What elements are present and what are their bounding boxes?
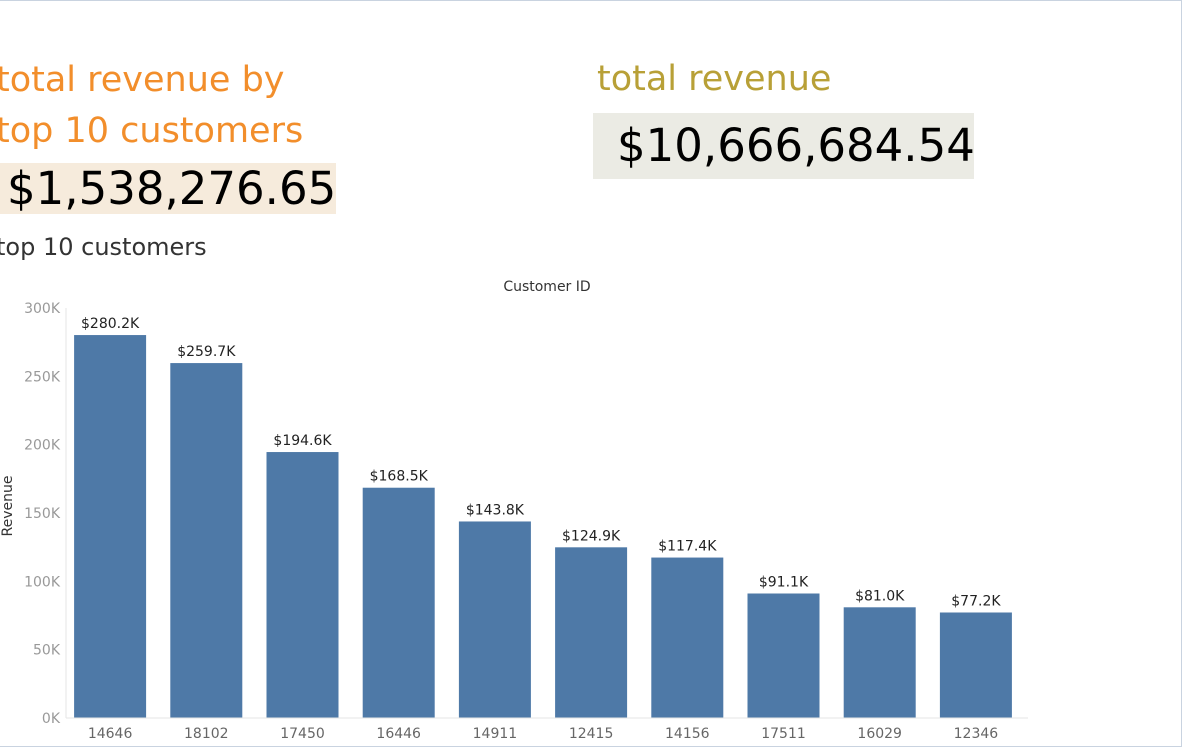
y-tick-label: 300K [24,301,61,317]
x-tick-label: 18102 [184,726,229,742]
bar-value-label: $168.5K [370,469,429,485]
bar-value-label: $77.2K [951,593,1001,609]
y-axis: 0K 50K 100K 150K 200K 250K 300K [24,301,67,727]
x-tick-label: 17511 [761,726,806,742]
y-tick-label: 50K [33,643,61,659]
bar-value-label: $143.8K [466,502,525,518]
bar [555,547,628,718]
total-revenue-value: $10,666,684.54 [593,113,974,179]
bars-group [74,335,1012,718]
x-axis: 14646 18102 17450 16446 14911 12415 14156 17511… [66,717,1028,742]
bar [939,612,1012,718]
x-tick-label: 12415 [569,726,614,742]
x-tick-label: 16446 [376,726,421,742]
bar [266,452,339,718]
x-axis-title: Customer ID [503,279,590,295]
x-tick-label: 14911 [473,726,518,742]
bar [651,557,724,718]
y-tick-label: 250K [24,369,61,385]
bar-value-label: $259.7K [177,344,236,360]
x-tick-label: 16029 [857,726,902,742]
x-tick-label: 14156 [665,726,710,742]
bar-value-label: $124.9K [562,528,621,544]
total-revenue-title: total revenue [597,59,832,99]
x-tick-label: 14646 [88,726,133,742]
bar [74,335,147,718]
x-tick-label: 12346 [954,726,999,742]
bar [458,521,531,718]
y-tick-label: 0K [42,711,61,727]
y-axis-title: Revenue [0,476,16,537]
chart-title: top 10 customers [0,233,207,261]
bar [747,593,820,718]
value-labels-group: $280.2K $259.7K $194.6K $168.5K $143.8K $124.… [81,316,1001,609]
bar-value-label: $194.6K [273,433,332,449]
bar [170,363,243,718]
revenue-bar-chart: Customer ID Revenue 0K 50K 100K 150K 200K 250… [0,279,1028,742]
bar-value-label: $91.1K [759,574,809,590]
y-tick-label: 200K [24,438,61,454]
y-tick-label: 150K [24,506,61,522]
bar [843,607,916,718]
top10-revenue-title: total revenue by top 10 customers [0,60,304,151]
x-tick-label: 17450 [280,726,325,742]
bar-value-label: $117.4K [658,539,717,555]
bar-value-label: $280.2K [81,316,140,332]
bar [362,487,435,718]
y-tick-label: 100K [24,574,61,590]
top10-revenue-value: $1,538,276.65 [0,163,336,214]
bar-value-label: $81.0K [855,588,905,604]
